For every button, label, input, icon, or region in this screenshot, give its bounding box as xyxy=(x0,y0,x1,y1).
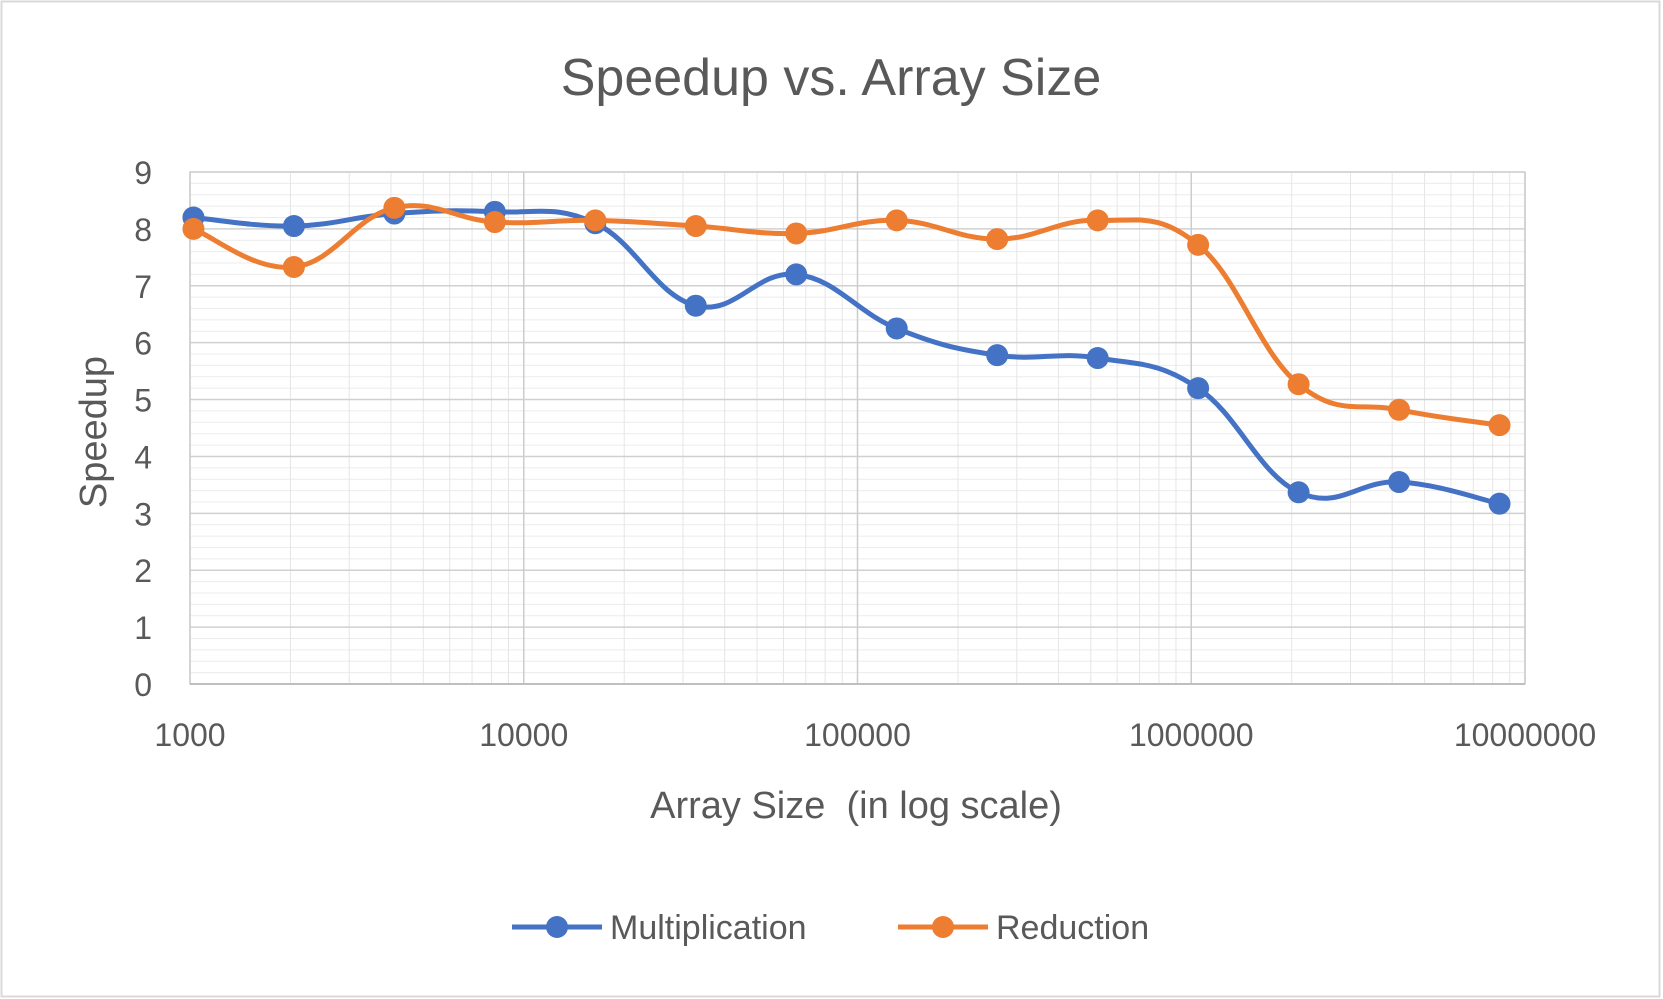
series-line-multiplication xyxy=(190,208,1503,507)
x-tick-label: 1000 xyxy=(154,717,225,753)
x-tick-label: 10000 xyxy=(479,717,568,753)
legend: Multiplication Reduction xyxy=(512,909,1149,947)
legend-marker-reduction xyxy=(932,916,954,938)
axis-layer: 0 1 2 3 4 5 6 7 8 9 1000 10000 100000 1000000 10000000 xyxy=(134,155,1596,753)
y-tick-label: 6 xyxy=(134,326,152,362)
y-tick-label: 4 xyxy=(134,439,152,475)
data-point-reduction xyxy=(1187,233,1210,256)
data-point-multiplication xyxy=(986,344,1009,367)
y-tick-label: 5 xyxy=(134,383,152,419)
legend-item-multiplication: Multiplication xyxy=(512,909,807,947)
legend-marker-multiplication xyxy=(546,916,568,938)
legend-label-reduction: Reduction xyxy=(996,909,1149,947)
x-axis-label: Array Size (in log scale) xyxy=(650,785,1062,827)
data-point-multiplication xyxy=(1187,377,1210,400)
data-point-multiplication xyxy=(1086,347,1109,370)
data-point-reduction xyxy=(282,256,305,279)
data-point-multiplication xyxy=(1388,471,1411,494)
y-tick-label: 0 xyxy=(134,667,152,703)
y-axis-label: Speedup xyxy=(73,356,115,508)
data-point-multiplication xyxy=(785,263,808,286)
legend-item-reduction: Reduction xyxy=(898,909,1149,947)
data-point-reduction xyxy=(383,196,406,219)
data-point-multiplication xyxy=(1287,481,1310,504)
data-point-reduction xyxy=(684,215,707,238)
data-point-reduction xyxy=(885,209,908,232)
y-tick-label: 2 xyxy=(134,553,152,589)
data-point-multiplication xyxy=(1488,492,1511,515)
series-layer xyxy=(182,196,1511,515)
data-point-reduction xyxy=(986,228,1009,251)
chart-title: Speedup vs. Array Size xyxy=(561,49,1102,107)
data-point-reduction xyxy=(1388,398,1411,421)
y-tick-label: 8 xyxy=(134,212,152,248)
data-point-multiplication xyxy=(282,215,305,238)
data-point-reduction xyxy=(182,217,205,240)
data-point-reduction xyxy=(1488,414,1511,437)
y-tick-label: 9 xyxy=(134,155,152,191)
y-tick-label: 3 xyxy=(134,496,152,532)
data-point-reduction xyxy=(1287,373,1310,396)
y-tick-label: 1 xyxy=(134,610,152,646)
data-point-multiplication xyxy=(885,317,908,340)
y-tick-label: 7 xyxy=(134,269,152,305)
grid-layer xyxy=(189,171,1526,685)
data-point-reduction xyxy=(483,211,506,234)
x-tick-label: 10000000 xyxy=(1454,717,1596,753)
x-tick-label: 1000000 xyxy=(1129,717,1254,753)
legend-label-multiplication: Multiplication xyxy=(610,909,807,947)
data-point-reduction xyxy=(785,222,808,245)
data-point-reduction xyxy=(1086,209,1109,232)
series-reduction xyxy=(182,196,1511,437)
data-point-multiplication xyxy=(684,294,707,317)
x-tick-label: 100000 xyxy=(804,717,911,753)
data-point-reduction xyxy=(584,209,607,232)
